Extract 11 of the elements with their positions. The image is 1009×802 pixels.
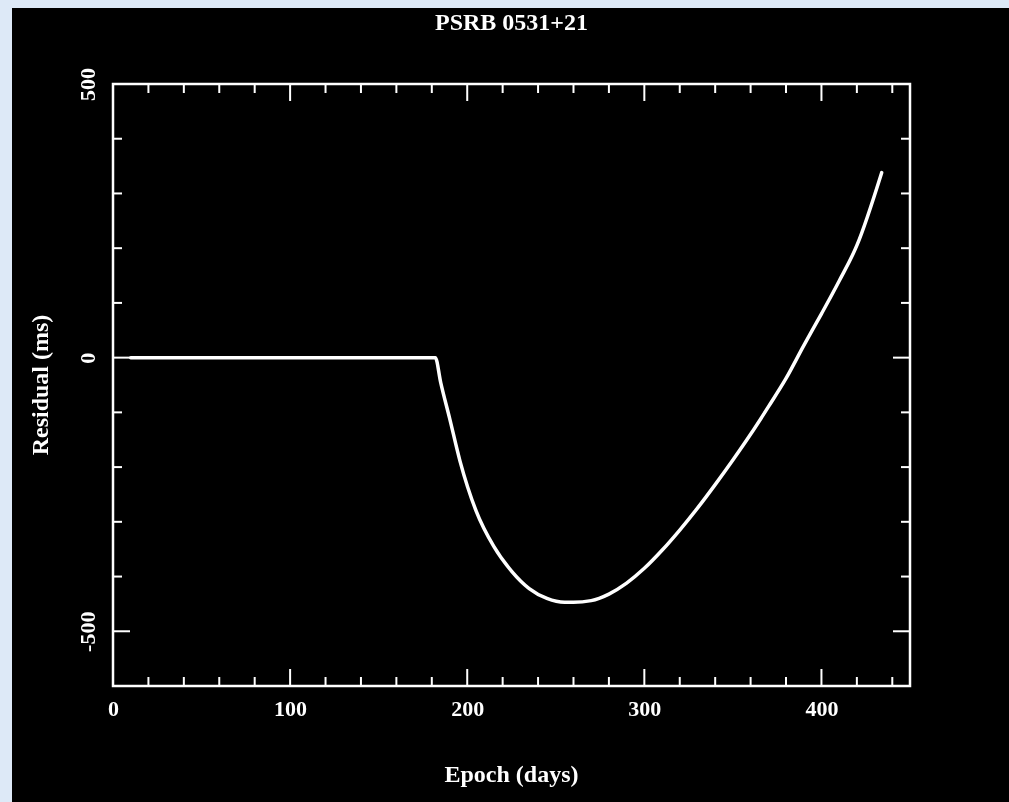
x-tick-label: 400 xyxy=(805,695,839,721)
chart-title: PSRB 0531+21 xyxy=(434,9,589,35)
x-tick-label: 200 xyxy=(451,695,485,721)
y-tick-label: -500 xyxy=(75,611,100,652)
x-tick-label: 300 xyxy=(628,695,662,721)
x-axis-title: Epoch (days) xyxy=(444,761,579,787)
x-tick-label: 100 xyxy=(274,695,308,721)
y-tick-label: 0 xyxy=(75,352,100,364)
y-axis-title: Residual (ms) xyxy=(27,314,53,456)
x-tick-label: 0 xyxy=(108,695,119,721)
y-tick-label: 500 xyxy=(75,68,100,101)
